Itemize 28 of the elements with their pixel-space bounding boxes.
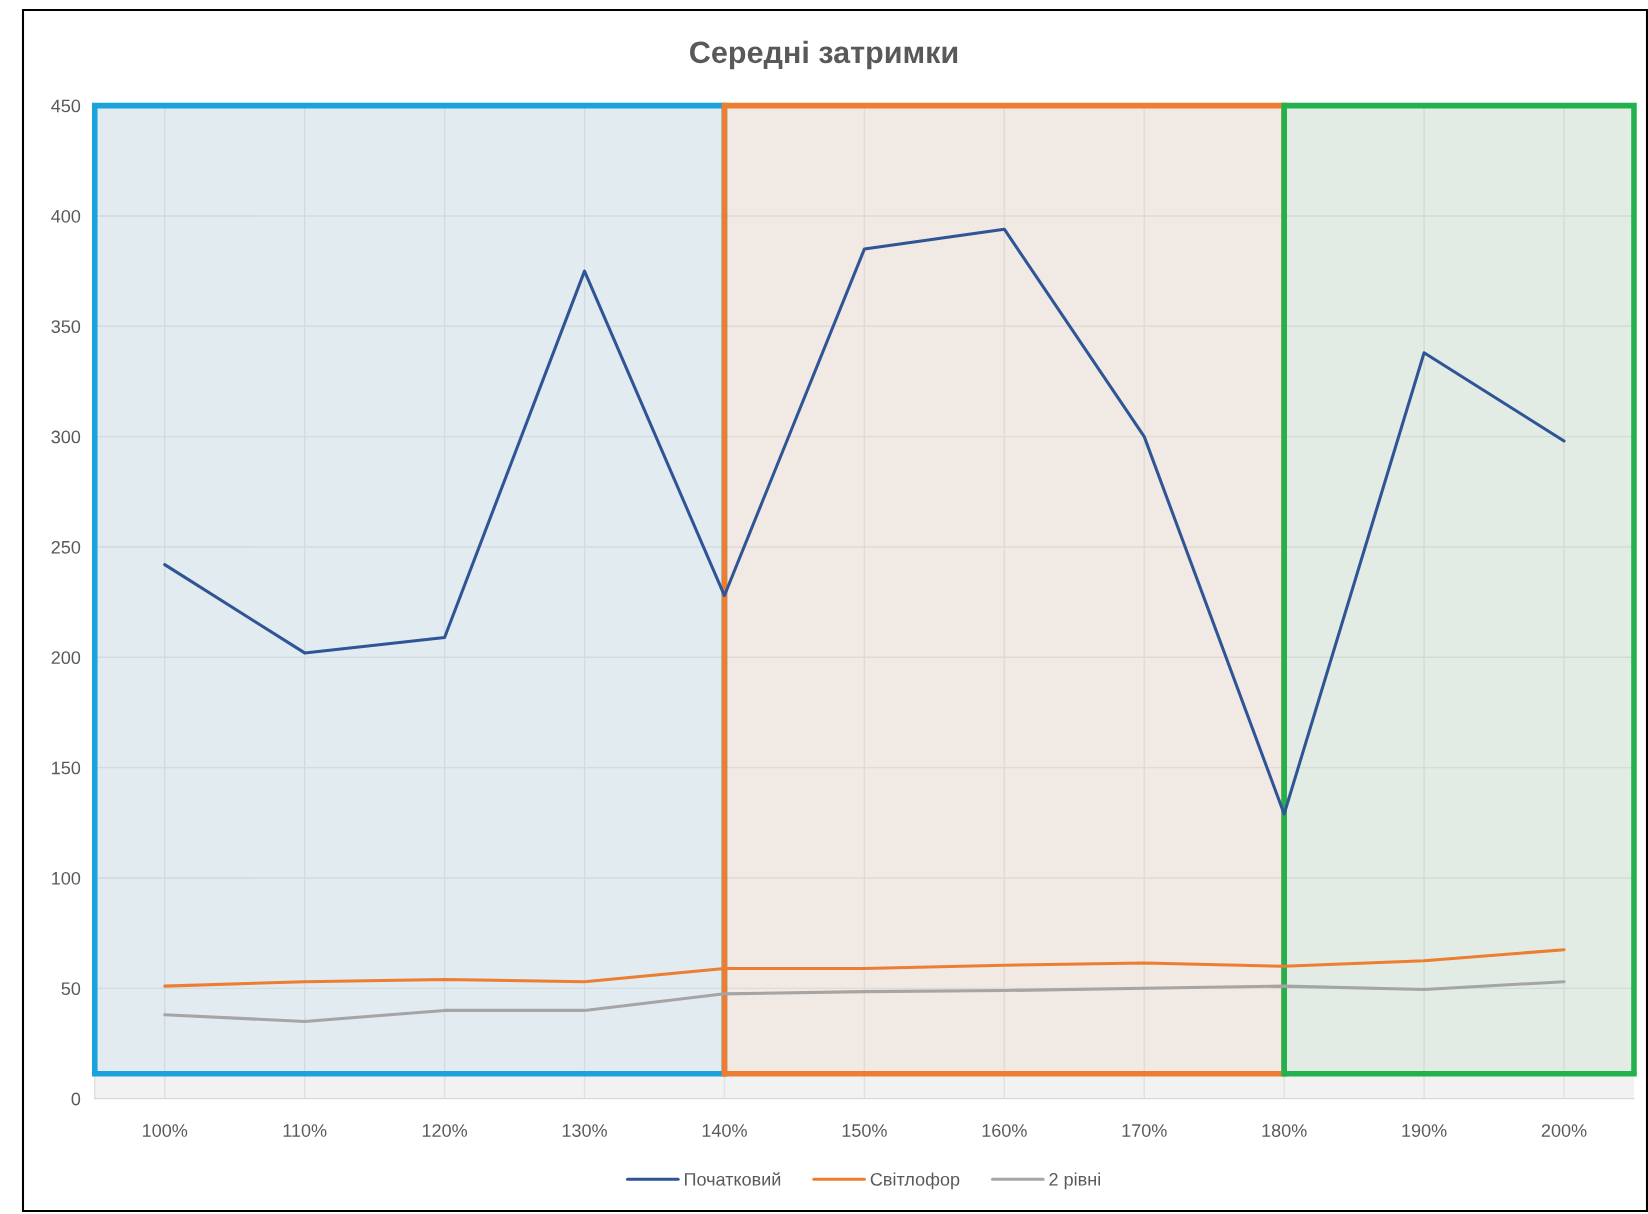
x-tick-label: 200%	[1541, 1124, 1587, 1137]
x-tick-label: 170%	[1122, 1124, 1167, 1137]
legend-label: Початковий	[684, 1172, 781, 1186]
y-tick-label: 350	[51, 320, 81, 334]
y-tick-label: 50	[61, 982, 81, 996]
line-series	[163, 227, 1566, 816]
y-tick-label: 200	[51, 651, 81, 665]
x-tick-label: 100%	[143, 1124, 188, 1137]
legend-label: Світлофор	[870, 1172, 960, 1190]
x-tick-label: 180%	[1262, 1124, 1307, 1137]
y-tick-label: 450	[51, 99, 81, 113]
x-tick-label: 130%	[562, 1124, 607, 1137]
y-tick-label: 100	[52, 871, 81, 885]
legend-label: 2 рівні	[1049, 1172, 1100, 1190]
x-tick-label: 160%	[982, 1124, 1027, 1137]
y-tick-label: 150	[52, 761, 81, 775]
x-tick-label: 110%	[283, 1124, 327, 1137]
x-tick-label: 140%	[702, 1124, 747, 1137]
x-tick-label: 120%	[422, 1124, 468, 1137]
y-tick-label: 300	[51, 430, 81, 444]
line-series	[163, 948, 1566, 988]
chart-title: Середні затримки	[690, 40, 958, 70]
line-series	[163, 980, 1566, 1023]
x-tick-label: 190%	[1402, 1124, 1447, 1137]
x-tick-label: 150%	[842, 1124, 887, 1137]
y-tick-label: 250	[51, 540, 81, 554]
y-tick-label: 400	[51, 209, 81, 223]
y-tick-label: 0	[71, 1092, 81, 1106]
